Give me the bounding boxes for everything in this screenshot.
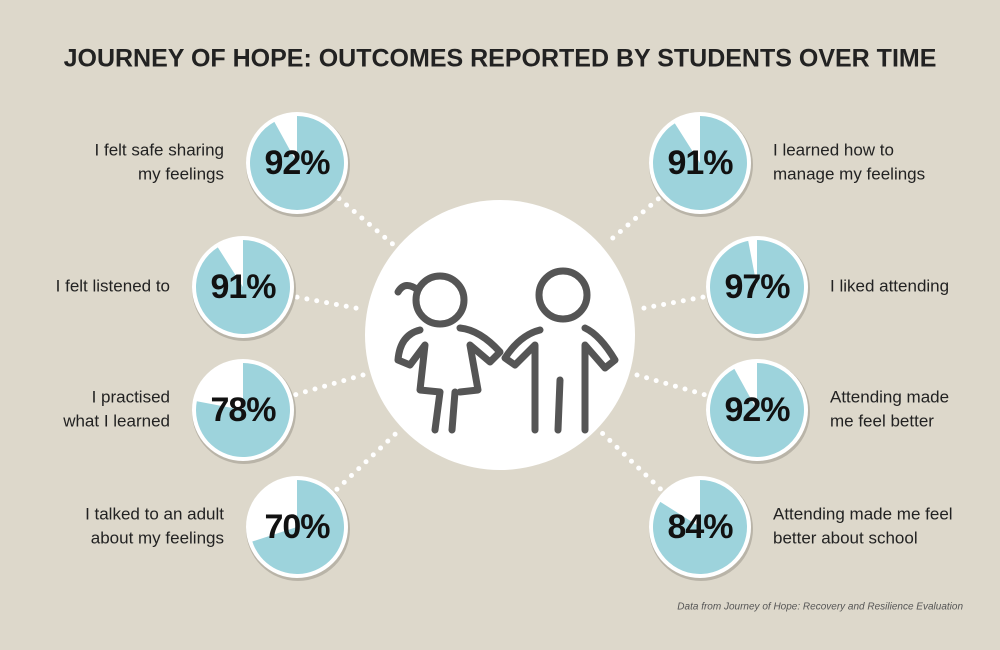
connector xyxy=(631,371,707,398)
pie-slice xyxy=(710,363,804,457)
connectors xyxy=(293,196,707,492)
category-label: what I learned xyxy=(62,411,170,430)
category-label: I liked attending xyxy=(830,276,949,295)
category-label: manage my feelings xyxy=(773,164,925,183)
children-icon xyxy=(394,267,619,434)
category-label: Attending made me feel xyxy=(773,504,953,523)
pie-slice xyxy=(195,240,290,334)
category-label: about my feelings xyxy=(91,528,224,547)
category-label: me feel better xyxy=(830,411,934,430)
percent-label: 92% xyxy=(264,144,330,182)
pie-slice xyxy=(709,240,804,334)
category-label: I felt safe sharing xyxy=(95,140,224,159)
category-label: I learned how to xyxy=(773,140,894,159)
percent-label: 70% xyxy=(264,508,330,546)
pie-slice xyxy=(653,116,747,210)
pie-slice xyxy=(652,480,747,574)
category-label: I practised xyxy=(92,387,170,406)
connector xyxy=(293,371,369,398)
category-label: Attending made xyxy=(830,387,949,406)
category-label: better about school xyxy=(773,528,918,547)
connector xyxy=(336,196,396,247)
pie-slice xyxy=(252,480,344,574)
percent-label: 92% xyxy=(724,391,790,429)
percent-label: 78% xyxy=(210,391,276,429)
category-label: I felt listened to xyxy=(56,276,170,295)
connector xyxy=(334,428,401,492)
connector xyxy=(603,196,661,247)
connector xyxy=(598,429,663,492)
pie-slice xyxy=(249,116,344,211)
connector xyxy=(294,294,365,312)
percent-label: 91% xyxy=(667,144,733,182)
pie-slice xyxy=(196,363,290,457)
center-circle xyxy=(365,200,635,470)
percent-label: 84% xyxy=(667,508,733,546)
connector xyxy=(635,294,706,312)
chart-title: JOURNEY OF HOPE: OUTCOMES REPORTED BY ST… xyxy=(64,45,937,73)
percent-label: 91% xyxy=(210,268,276,306)
percent-label: 97% xyxy=(724,268,790,306)
category-label: I talked to an adult xyxy=(85,504,224,523)
source-note: Data from Journey of Hope: Recovery and … xyxy=(677,602,963,613)
category-label: my feelings xyxy=(138,164,224,183)
